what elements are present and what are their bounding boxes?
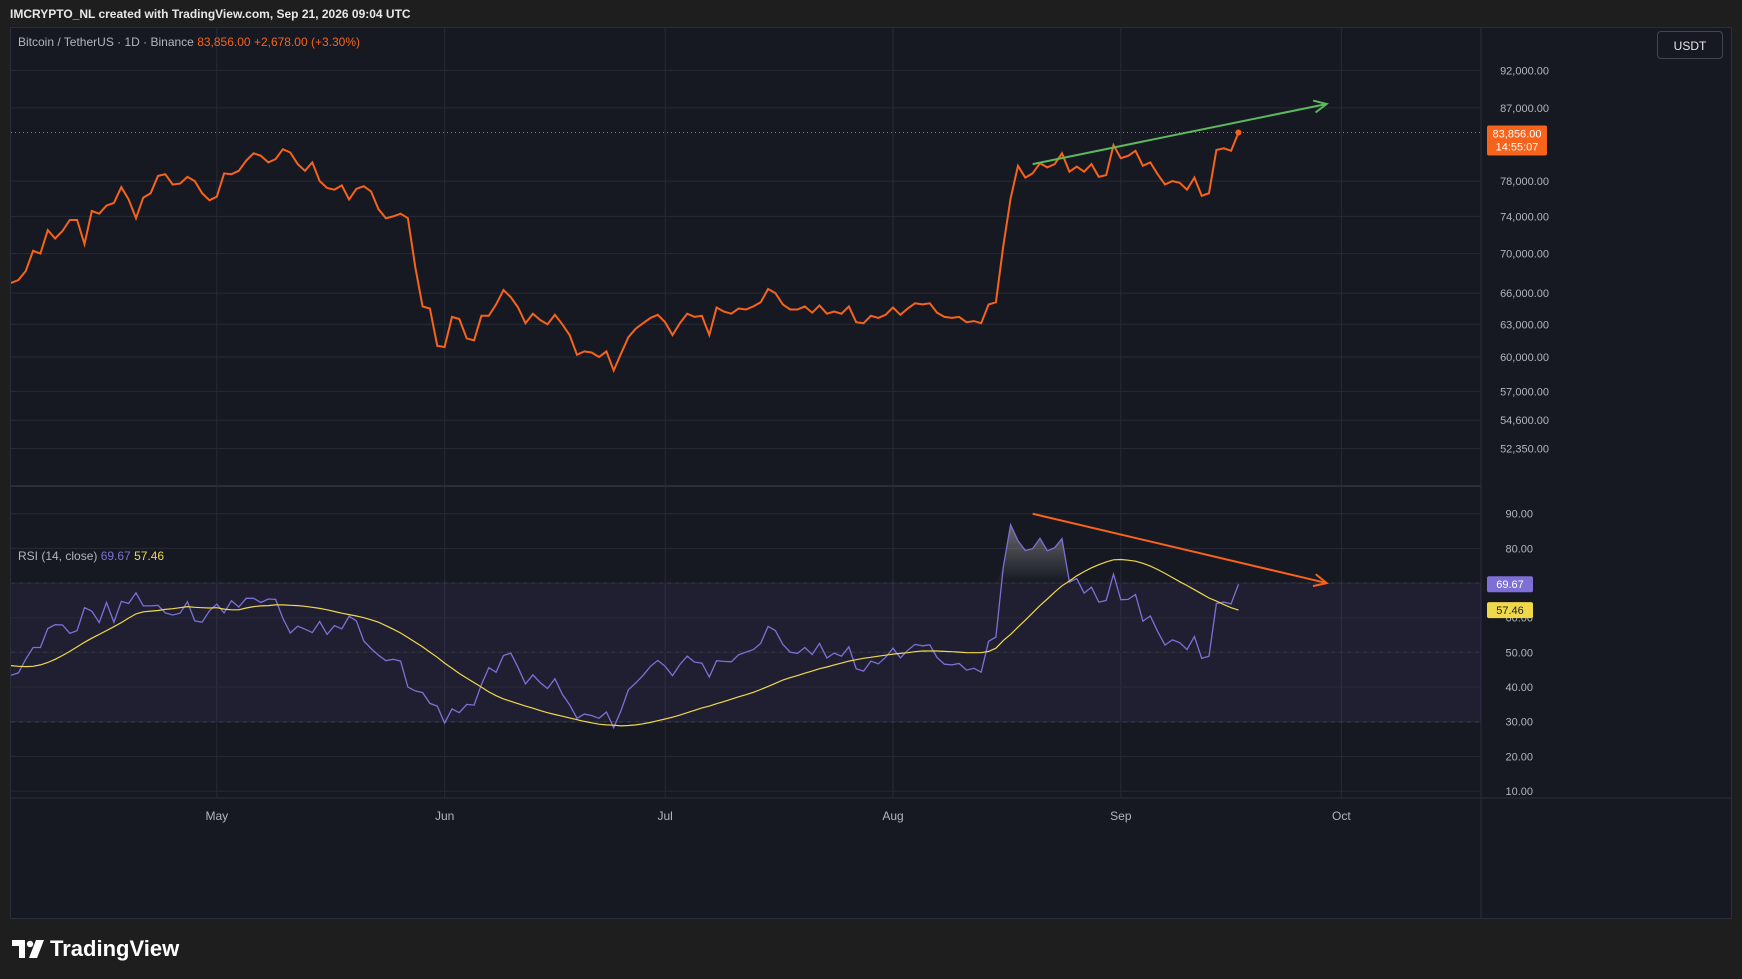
x-tick-label: May: [205, 809, 228, 823]
chart-panel[interactable]: May Jun Jul Aug Sep Oct 92,000.00 87,000.00 78,0…: [10, 27, 1732, 919]
rsi-badge-value: 69.67: [1496, 579, 1524, 591]
tradingview-logo-icon: [12, 940, 44, 958]
price-tick-label: 60,000.00: [1500, 352, 1549, 364]
price-tick-label: 54,600.00: [1500, 415, 1549, 427]
rsi-tick-label: 20.00: [1505, 751, 1533, 763]
price-badge-countdown: 14:55:07: [1496, 142, 1539, 154]
overbought-fill: [11, 524, 1239, 584]
rsi-legend[interactable]: RSI (14, close) 69.67 57.46: [18, 549, 164, 563]
price-trend-arrow: [1032, 103, 1327, 166]
price-tick-label: 52,350.00: [1500, 443, 1549, 455]
x-tick-label: Sep: [1110, 809, 1132, 823]
price-badge: [1487, 125, 1547, 156]
rsi-label: RSI (14, close): [18, 549, 98, 563]
chart-canvas[interactable]: May Jun Jul Aug Sep Oct 92,000.00 87,000.00 78,0…: [11, 28, 1731, 918]
price-tick-label: 70,000.00: [1500, 249, 1549, 261]
tradingview-logo: TradingView: [12, 936, 179, 962]
rsi-divergence-arrow-head: [1312, 573, 1329, 588]
rsi-ma-value: 57.46: [134, 549, 165, 563]
price-tick-label: 63,000.00: [1500, 319, 1549, 331]
x-tick-label: Aug: [882, 809, 903, 823]
chart-attribution: IMCRYPTO_NL created with TradingView.com…: [10, 7, 411, 21]
x-tick-label: Jul: [657, 809, 672, 823]
symbol-legend[interactable]: Bitcoin / TetherUS · 1D · Binance 83,856…: [18, 35, 360, 49]
rsi-tick-label: 80.00: [1505, 543, 1533, 555]
rsi-line: [11, 522, 1240, 730]
price-tick-label: 78,000.00: [1500, 176, 1549, 188]
rsi-tick-label: 10.00: [1505, 786, 1533, 798]
rsi-value: 69.67: [100, 549, 131, 563]
rsi-divergence-arrow: [1032, 512, 1327, 585]
price-line: [11, 132, 1240, 374]
x-tick-label: Jun: [435, 809, 454, 823]
symbol-label: Bitcoin / TetherUS · 1D · Binance: [18, 35, 194, 49]
price-tick-label: 74,000.00: [1500, 211, 1549, 223]
price-tick-label: 66,000.00: [1500, 288, 1549, 300]
legend-change: +2,678.00 (+3.30%): [253, 35, 361, 49]
price-tick-label: 87,000.00: [1500, 103, 1549, 115]
rsi-ma-badge-value: 57.46: [1496, 605, 1524, 617]
price-tick-label: 57,000.00: [1500, 386, 1549, 398]
currency-button[interactable]: USDT: [1657, 31, 1723, 59]
price-badge-value: 83,856.00: [1493, 129, 1542, 141]
oversold-fill: [11, 721, 1239, 728]
rsi-tick-label: 50.00: [1505, 647, 1533, 659]
x-tick-label: Oct: [1332, 809, 1351, 823]
last-price-dot: [1235, 129, 1242, 136]
brand-name: TradingView: [50, 936, 180, 961]
rsi-tick-label: 30.00: [1505, 717, 1533, 729]
rsi-ma-line: [11, 558, 1239, 727]
price-badge-bg: [1487, 125, 1547, 156]
legend-price: 83,856.00: [197, 35, 251, 49]
rsi-tick-label: 40.00: [1505, 682, 1533, 694]
rsi-ma-badge: [1487, 602, 1533, 619]
rsi-badge: [1487, 576, 1533, 593]
rsi-tick-label: 90.00: [1505, 509, 1533, 521]
price-trend-arrow-head: [1312, 99, 1329, 114]
price-tick-label: 92,000.00: [1500, 65, 1549, 77]
